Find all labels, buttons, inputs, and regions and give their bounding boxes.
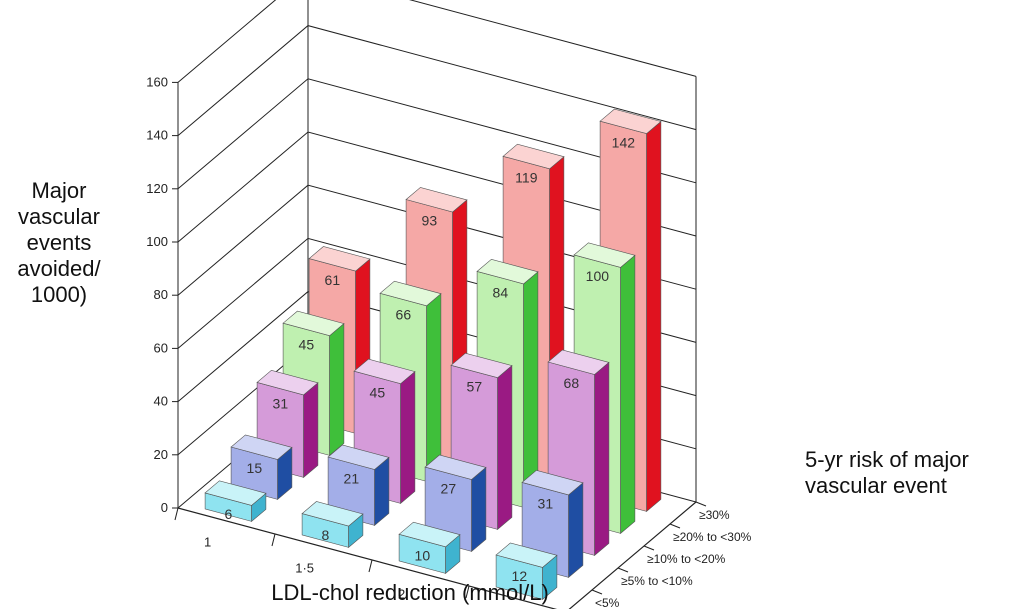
bar-side-face [620, 254, 636, 535]
y-axis-label-line: vascular [18, 204, 100, 229]
x-tick-label: 1 [204, 535, 211, 550]
bar-value-label: 66 [396, 307, 412, 323]
bar-value-label: 21 [344, 470, 360, 486]
bar-side-face [426, 293, 442, 483]
y-axis-label-line: avoided/ [17, 256, 101, 281]
bar-top-face [450, 352, 513, 379]
bar-side-face [646, 120, 662, 513]
bar-value-label: 10 [415, 548, 431, 564]
bar-side-face [594, 361, 610, 557]
bar-top-face [204, 480, 267, 506]
bar: 8 [301, 501, 364, 549]
bar-top-face [502, 143, 565, 170]
bar-value-label: 93 [422, 213, 438, 229]
y-tick-label: 80 [154, 287, 168, 302]
bar-value-label: 68 [564, 375, 580, 391]
bar-value-label: 57 [467, 379, 483, 395]
bar-top-face [495, 542, 558, 568]
bar-side-face [329, 322, 345, 457]
z-tick-mark [695, 501, 707, 507]
z-tick-label: ≥20% to <30% [673, 530, 752, 544]
z-tick-label: ≥10% to <20% [647, 552, 726, 566]
floor-edge [565, 501, 697, 613]
bar-side-face [400, 370, 416, 505]
bar-value-label: 27 [441, 480, 457, 496]
bar-top-face [256, 369, 319, 396]
bar-top-face [379, 280, 442, 307]
x-tick-label: 1·5 [295, 561, 314, 576]
depth-axis-label: 5-yr risk of major vascular event [805, 447, 1020, 499]
bar-top-face [547, 349, 610, 375]
bar: 12 [495, 542, 558, 601]
bar-value-label: 61 [325, 272, 341, 288]
bar-value-label: 6 [224, 506, 232, 522]
depth-axis-label-line: vascular event [805, 473, 947, 498]
bar-value-label: 142 [612, 134, 636, 150]
y-tick-label: 120 [146, 181, 168, 196]
y-tick-label: 100 [146, 234, 168, 249]
x-tick-mark [465, 585, 470, 599]
x-axis-label: LDL-chol reduction (mmol/L) [271, 580, 549, 605]
x-tick-mark [271, 533, 276, 547]
bar-value-label: 8 [321, 527, 329, 543]
bar-top-face [308, 246, 371, 272]
y-tick-label: 60 [154, 340, 168, 355]
y-tick-label: 140 [146, 128, 168, 143]
z-tick-mark [617, 567, 629, 573]
y-axis-label: Major vascular events avoided/ 1000) [0, 178, 118, 308]
x-tick-mark [368, 559, 373, 573]
y-tick-label: 20 [154, 447, 168, 462]
bar-top-face [282, 310, 345, 337]
bar-value-label: 45 [299, 336, 315, 352]
bar-side-face [568, 482, 584, 579]
x-tick-label: 2 [398, 587, 405, 602]
x-tick-mark [174, 507, 179, 521]
gridline [177, 0, 697, 83]
bar: 31 [521, 469, 584, 579]
bar-value-label: 100 [586, 268, 610, 284]
bar-top-face [424, 454, 487, 480]
z-tick-mark [591, 589, 603, 595]
bar-value-label: 84 [493, 285, 509, 301]
bar-value-label: 31 [538, 496, 554, 512]
bar-top-face [476, 258, 539, 285]
bar-top-face [599, 108, 662, 134]
bar-value-label: 15 [247, 460, 263, 476]
bar-side-face [303, 382, 319, 479]
y-tick-label: 160 [146, 74, 168, 89]
bar-top-face [405, 187, 468, 213]
y-axis-label-line: 1000) [30, 282, 88, 307]
bar: 10 [398, 521, 461, 575]
depth-axis-label-line: 5-yr risk of major [805, 447, 969, 472]
bar: 6 [204, 480, 267, 522]
z-tick-mark [643, 545, 655, 551]
bar-side-face [471, 466, 487, 553]
bar: 15 [230, 434, 293, 501]
y-tick-label: 0 [161, 500, 168, 515]
bar-value-label: 45 [370, 384, 386, 400]
bar-side-face [497, 364, 513, 531]
bar-top-face [327, 444, 390, 470]
bar: 21 [327, 444, 390, 527]
z-tick-mark [669, 523, 681, 529]
z-tick-label: ≥5% to <10% [621, 574, 693, 588]
bar-top-face [521, 469, 584, 496]
bar-top-face [353, 358, 416, 385]
bar-top-face [398, 521, 461, 548]
y-axis-label-line: events [26, 230, 92, 255]
bar-top-face [573, 242, 636, 268]
y-tick-label: 40 [154, 394, 168, 409]
bar-value-label: 31 [273, 396, 289, 412]
bar-top-face [230, 434, 293, 460]
bar-value-label: 119 [515, 170, 538, 186]
z-tick-label: <5% [595, 596, 620, 609]
y-axis-label-line: Major [31, 178, 87, 203]
bar-top-face [301, 501, 364, 527]
z-tick-label: ≥30% [699, 508, 730, 522]
bar-value-label: 12 [512, 568, 528, 584]
